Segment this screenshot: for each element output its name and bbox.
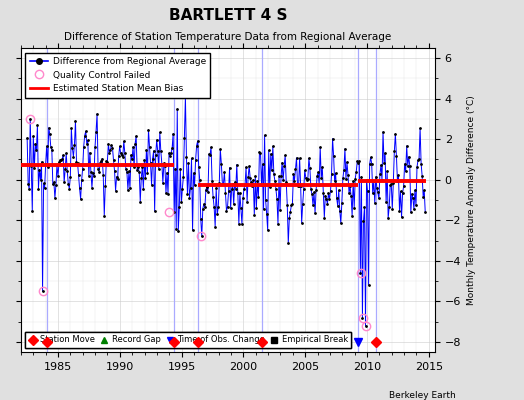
Text: Difference of Station Temperature Data from Regional Average: Difference of Station Temperature Data f… bbox=[64, 32, 391, 42]
Y-axis label: Monthly Temperature Anomaly Difference (°C): Monthly Temperature Anomaly Difference (… bbox=[467, 95, 476, 305]
Legend: Station Move, Record Gap, Time of Obs. Change, Empirical Break: Station Move, Record Gap, Time of Obs. C… bbox=[25, 332, 352, 348]
Title: BARTLETT 4 S: BARTLETT 4 S bbox=[169, 8, 287, 22]
Text: Berkeley Earth: Berkeley Earth bbox=[389, 391, 456, 400]
